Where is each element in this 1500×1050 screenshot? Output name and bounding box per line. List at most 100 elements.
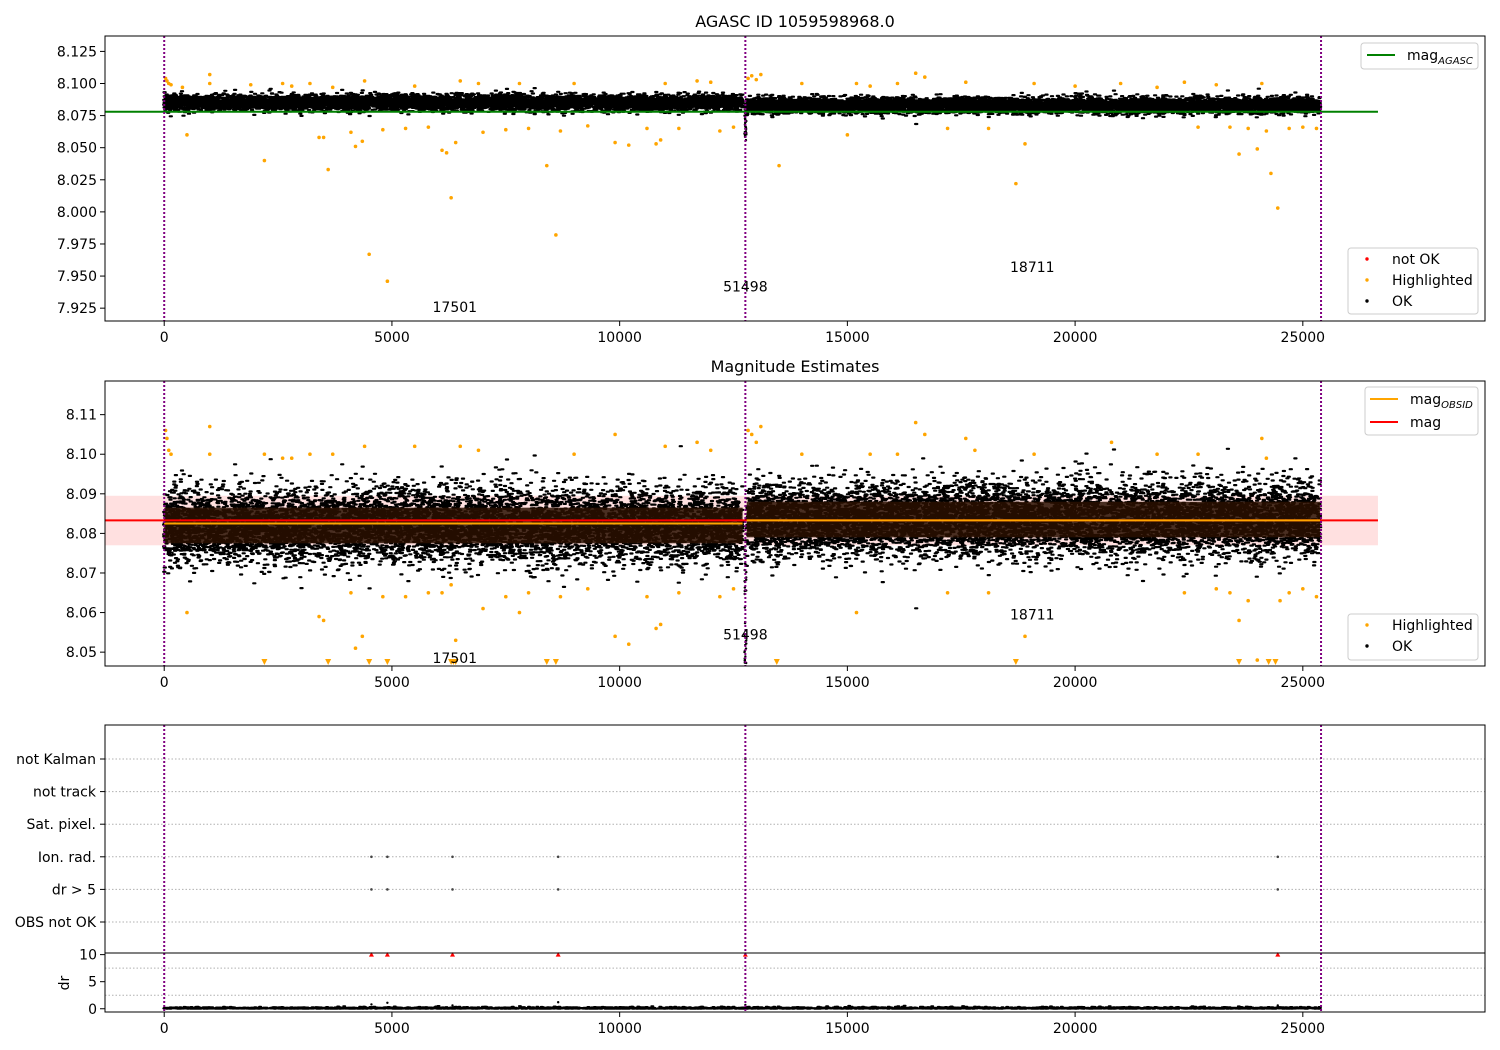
dr-point: [386, 1001, 389, 1004]
highlighted-point: [585, 587, 590, 591]
y-tick-label: 8.125: [57, 44, 97, 60]
x-tick-label: 0: [160, 675, 169, 691]
highlighted-point: [166, 448, 171, 453]
dr-point: [1276, 1004, 1279, 1007]
highlighted-point: [426, 590, 431, 595]
highlighted-point: [165, 436, 169, 441]
ok-point: [745, 578, 748, 582]
highlighted-point: [585, 124, 590, 128]
clipped-dr-marker: [555, 952, 561, 957]
highlighted-point: [677, 126, 681, 131]
highlighted-point: [626, 143, 631, 147]
highlighted-point: [695, 440, 699, 445]
highlighted-point: [1246, 126, 1250, 131]
highlighted-legend-label: Highlighted: [1392, 273, 1473, 289]
highlighted-point: [367, 252, 371, 257]
highlighted-point: [895, 452, 900, 457]
highlighted-point: [558, 594, 563, 599]
highlighted-point: [517, 610, 522, 615]
x-tick-label: 20000: [1053, 1021, 1098, 1037]
observation-id-label: 17501: [433, 651, 478, 667]
highlighted-point: [613, 432, 617, 437]
agasc-points-legend: not OK Highlighted OK: [1347, 247, 1479, 315]
highlighted-legend-label: Highlighted: [1392, 618, 1473, 634]
highlighted-point: [321, 135, 326, 140]
highlighted-point: [1073, 84, 1077, 88]
highlighted-point: [913, 420, 918, 425]
highlighted-point: [572, 452, 576, 457]
highlighted-point: [207, 424, 212, 429]
flag-point: [370, 855, 373, 859]
x-tick-label: 0: [160, 1021, 169, 1037]
highlighted-legend-marker: [1365, 623, 1369, 627]
highlighted-point: [1214, 82, 1219, 87]
highlighted-point: [754, 77, 759, 82]
highlighted-point: [458, 79, 463, 83]
highlighted-point: [1032, 81, 1036, 86]
highlighted-point: [526, 126, 531, 131]
highlighted-point: [449, 583, 453, 587]
observation-id-label: 51498: [723, 627, 768, 643]
highlighted-point: [317, 614, 321, 619]
flag-point: [556, 855, 560, 859]
ok-points: [162, 87, 1323, 126]
highlighted-point: [503, 127, 508, 132]
highlighted-point: [854, 610, 859, 615]
highlighted-point: [1118, 81, 1123, 86]
highlighted-point: [845, 133, 850, 137]
highlighted-point: [695, 79, 699, 83]
highlighted-point: [321, 618, 326, 623]
offscale-marker: [384, 659, 391, 665]
highlighted-point: [913, 71, 918, 76]
highlighted-point: [185, 610, 189, 615]
y-tick-label: 8.000: [57, 205, 97, 221]
highlighted-point: [746, 428, 750, 433]
highlighted-point: [572, 81, 576, 86]
highlighted-point: [746, 76, 750, 81]
y-tick-label: 5: [88, 975, 97, 991]
magnitude-estimates-panel: Magnitude Estimates 17501 51498 18711 8.05…: [66, 357, 1486, 691]
x-tick-label: 20000: [1053, 330, 1098, 346]
highlighted-point: [476, 81, 481, 86]
flag-point: [1276, 855, 1280, 859]
highlighted-point: [280, 81, 285, 86]
x-tick-label: 15000: [825, 675, 870, 691]
flag-point: [386, 888, 389, 891]
flags-panel: not Kalman not track Sat. pixel. Ion. rad. d…: [15, 724, 1486, 954]
highlighted-point: [1196, 452, 1200, 457]
magnitude-estimates-title: Magnitude Estimates: [711, 357, 880, 376]
magnitude-lines-legend: magOBSID mag: [1364, 386, 1479, 436]
highlighted-point: [1109, 440, 1114, 445]
ok-legend-label: OK: [1392, 639, 1413, 655]
highlighted-point: [517, 81, 522, 86]
highlighted-point: [1287, 126, 1291, 131]
observation-id-label: 51498: [723, 279, 768, 295]
highlighted-point: [800, 452, 804, 457]
agasc-plot-frame: [104, 35, 1486, 322]
highlighted-point: [330, 452, 335, 457]
highlighted-point: [895, 81, 900, 86]
highlighted-point: [453, 638, 458, 643]
highlighted-point: [308, 81, 312, 86]
highlighted-point: [1287, 590, 1291, 595]
offscale-marker: [325, 659, 332, 665]
flag-points: [370, 757, 1280, 891]
highlighted-point: [945, 590, 950, 595]
highlighted-point: [165, 79, 169, 83]
highlighted-point: [326, 167, 330, 172]
highlighted-point: [289, 456, 294, 460]
highlighted-point: [1023, 634, 1027, 639]
highlighted-point: [330, 85, 335, 90]
offscale-marker: [543, 659, 550, 665]
flag-category-label: dr > 5: [52, 882, 96, 898]
flag-point: [1276, 888, 1280, 891]
y-tick-label: 8.09: [66, 487, 97, 503]
highlighted-point: [1264, 129, 1269, 133]
highlighted-point: [481, 130, 485, 135]
highlighted-point: [1255, 658, 1260, 662]
x-tick-label: 15000: [825, 1021, 870, 1037]
x-tick-label: 25000: [1281, 675, 1326, 691]
clipped-dr-marker: [368, 952, 374, 957]
highlighted-point: [412, 444, 417, 449]
